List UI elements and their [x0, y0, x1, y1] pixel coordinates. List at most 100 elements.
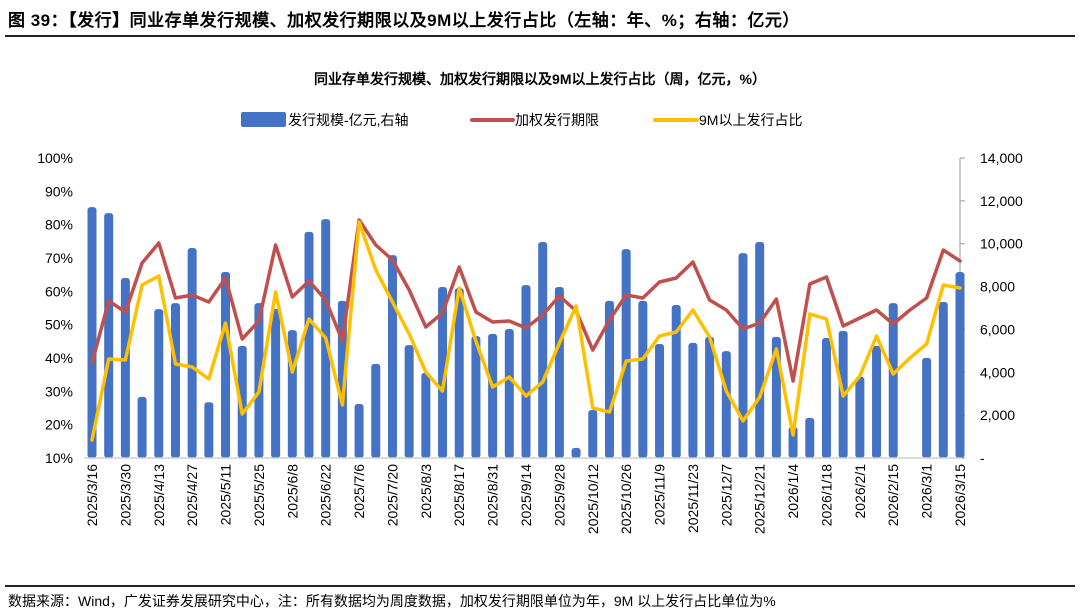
bar — [922, 357, 932, 458]
bar — [187, 248, 197, 458]
bar — [855, 376, 865, 458]
bar — [120, 278, 130, 458]
top-rule — [5, 35, 1075, 37]
bar — [588, 410, 598, 458]
term-line — [90, 218, 962, 383]
right-tick-label: 14,000 — [980, 150, 1023, 166]
x-tick-label: 2025/11/9 — [652, 464, 668, 525]
right-tick-label: 6,000 — [980, 321, 1015, 337]
left-tick-label: 20% — [45, 417, 73, 433]
left-tick-label: 60% — [45, 283, 73, 299]
x-tick-label: 2025/5/25 — [251, 464, 267, 526]
bar — [805, 417, 815, 458]
x-tick-label: 2025/9/28 — [551, 464, 567, 526]
x-tick-label: 2025/11/23 — [685, 464, 701, 533]
bar — [655, 344, 665, 458]
legend: 发行规模-亿元,右轴 加权发行期限 9M以上发行占比 — [241, 112, 802, 128]
x-tick-label: 2025/9/14 — [518, 464, 534, 526]
bar — [571, 447, 581, 458]
x-tick-label: 2025/4/13 — [151, 464, 167, 526]
x-tick-label: 2025/5/11 — [218, 464, 234, 525]
x-tick-label: 2025/12/21 — [752, 464, 768, 534]
bar — [204, 402, 214, 458]
bar — [387, 255, 397, 458]
bar — [354, 404, 364, 458]
bar — [721, 351, 731, 458]
left-tick-label: 10% — [45, 450, 73, 466]
right-tick-label: 12,000 — [980, 193, 1023, 209]
left-tick-label: 40% — [45, 350, 73, 366]
right-tick-label: - — [980, 450, 985, 466]
bottom-rule — [5, 585, 1075, 587]
x-tick-label: 2026/3/1 — [919, 464, 935, 519]
bar — [604, 300, 614, 458]
bar — [821, 338, 831, 458]
bar — [488, 333, 498, 458]
bar — [404, 345, 414, 458]
x-tick-label: 2025/8/3 — [418, 464, 434, 519]
left-tick-label: 90% — [45, 183, 73, 199]
x-tick-label: 2025/6/22 — [318, 464, 334, 526]
right-axis: - 2,000 4,000 6,000 8,000 10,000 12,000 14,000 — [960, 150, 1023, 466]
bar — [137, 396, 147, 458]
x-tick-label: 2025/8/31 — [485, 464, 501, 526]
bar — [221, 272, 231, 458]
x-tick-label: 2026/2/1 — [852, 464, 868, 519]
right-tick-label: 8,000 — [980, 279, 1015, 295]
bar — [154, 309, 164, 458]
bar — [87, 207, 97, 458]
bar — [671, 305, 681, 458]
left-tick-label: 50% — [45, 317, 73, 333]
legend-label-bar: 发行规模-亿元,右轴 — [288, 112, 409, 128]
bar — [421, 372, 431, 458]
left-tick-label: 30% — [45, 383, 73, 399]
bar — [438, 287, 448, 458]
bar — [304, 231, 314, 458]
x-tick-label: 2025/10/26 — [618, 464, 634, 534]
bar — [938, 302, 948, 458]
left-tick-label: 70% — [45, 250, 73, 266]
bar-series — [87, 207, 965, 458]
chart: 同业存单发行规模、加权发行期限以及9M以上发行占比（周，亿元，%） 发行规模-亿… — [37, 71, 1023, 534]
source-note: 数据来源：Wind，广发证券发展研究中心，注：所有数据均为周度数据，加权发行期限… — [8, 593, 776, 609]
legend-label-term: 加权发行期限 — [515, 112, 599, 128]
x-tick-label: 2025/4/27 — [184, 464, 200, 526]
bar — [755, 242, 765, 458]
right-tick-label: 2,000 — [980, 407, 1015, 423]
bar — [521, 285, 531, 458]
line-series — [90, 218, 962, 442]
bar — [688, 342, 698, 458]
x-tick-label: 2025/7/6 — [351, 464, 367, 519]
bar — [271, 309, 281, 458]
x-axis: 2025/3/16 2025/3/30 2025/4/13 2025/4/27 2025… — [84, 464, 968, 534]
bar — [237, 345, 247, 458]
x-tick-label: 2025/6/8 — [284, 464, 300, 519]
legend-label-ratio: 9M以上发行占比 — [699, 112, 802, 128]
x-tick-label: 2025/10/12 — [585, 464, 601, 534]
chart-title: 同业存单发行规模、加权发行期限以及9M以上发行占比（周，亿元，%） — [314, 71, 766, 87]
x-tick-label: 2026/2/15 — [885, 464, 901, 526]
ratio-9m-line — [90, 220, 962, 442]
bar — [554, 287, 564, 458]
bar — [705, 336, 715, 458]
x-tick-label: 2025/3/30 — [117, 464, 133, 526]
x-tick-label: 2026/1/4 — [785, 464, 801, 519]
x-tick-label: 2026/1/18 — [819, 464, 835, 526]
legend-swatch-bar — [241, 112, 286, 127]
bar — [504, 329, 514, 458]
bar — [170, 303, 180, 458]
bar — [471, 336, 481, 458]
left-tick-label: 100% — [37, 150, 73, 166]
bar — [371, 363, 381, 458]
left-tick-label: 80% — [45, 217, 73, 233]
x-tick-label: 2025/3/16 — [84, 464, 100, 526]
x-tick-label: 2025/12/7 — [718, 464, 734, 526]
x-tick-label: 2025/7/20 — [385, 464, 401, 526]
bar — [872, 345, 882, 458]
figure-title: 图 39：【发行】同业存单发行规模、加权发行期限以及9M以上发行占比（左轴：年、… — [8, 11, 800, 30]
left-axis: 10% 20% 30% 40% 50% 60% 70% 80% 90% 100% — [37, 150, 73, 466]
bar — [638, 300, 648, 458]
right-tick-label: 10,000 — [980, 236, 1023, 252]
bar — [337, 300, 347, 458]
x-tick-label: 2026/3/15 — [952, 464, 968, 526]
